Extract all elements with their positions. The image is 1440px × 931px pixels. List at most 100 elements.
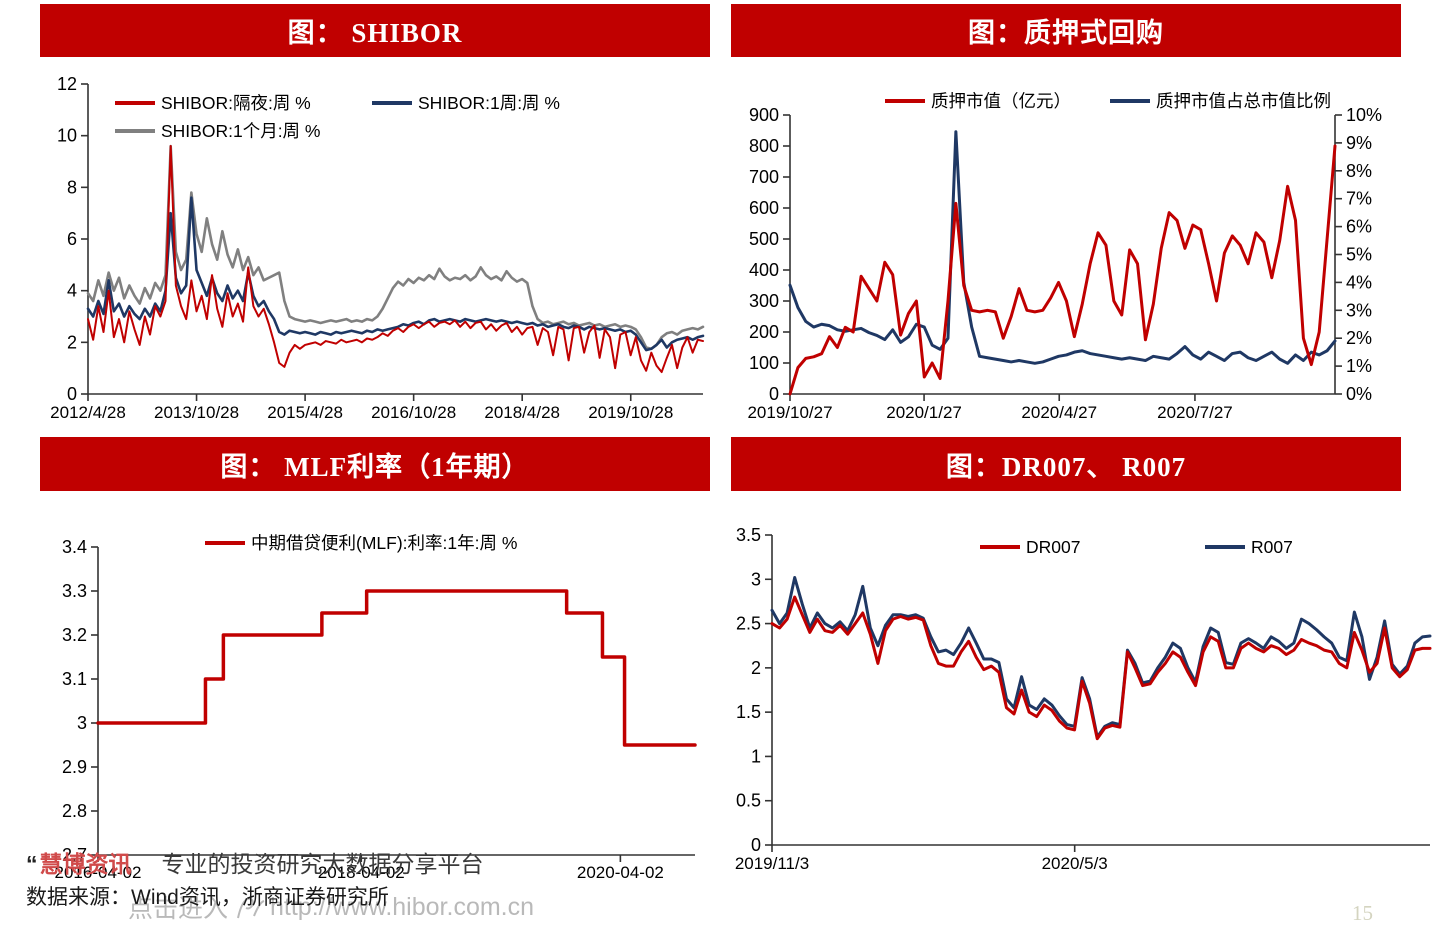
tick-label: 3.2 bbox=[62, 625, 87, 645]
brand-tagline: 专业的投资研究大数据分享平台 bbox=[161, 851, 484, 877]
tick-label: 2% bbox=[1346, 328, 1372, 348]
pledge-axes: 0 100 200 300 400 500 600 700 800 900 0% 1% 2% 3% 4% 5%… bbox=[747, 105, 1382, 422]
tick-label: 2019/11/3 bbox=[735, 854, 809, 873]
tick-label: 0 bbox=[769, 384, 779, 404]
dr007-axes: 0 0.5 1 1.5 2 2.5 3 3.5 2019/11/3 2020/5/3 bbox=[735, 525, 1430, 873]
tick-label: 1 bbox=[751, 746, 761, 766]
tick-label: 2.5 bbox=[736, 614, 761, 634]
tick-label: 900 bbox=[749, 105, 779, 125]
tick-label: 2018-04-02 bbox=[318, 863, 405, 882]
watermark-url: http://www.hibor.com.cn bbox=[270, 892, 535, 921]
shibor-series bbox=[86, 144, 705, 374]
tick-label: 2020/1/27 bbox=[886, 403, 962, 422]
pledge-legend: 质押市值（亿元） 质押市值占总市值比例 bbox=[885, 91, 1331, 111]
tick-label: 12 bbox=[57, 74, 77, 94]
series-line bbox=[770, 595, 1432, 741]
series-line bbox=[86, 196, 705, 352]
tick-label: SHIBOR:1个月:周 % bbox=[161, 121, 320, 141]
tick-label: 2020-04-02 bbox=[577, 863, 664, 882]
tick-label: 2 bbox=[67, 332, 77, 352]
tick-label: 4 bbox=[67, 281, 77, 301]
tick-label: 8% bbox=[1346, 161, 1372, 181]
tick-label: 质押市值占总市值比例 bbox=[1156, 91, 1331, 111]
tick-label: 3.4 bbox=[62, 537, 87, 557]
mlf-series bbox=[96, 589, 697, 747]
tick-label: 中期借贷便利(MLF):利率:1年:周 % bbox=[251, 533, 517, 553]
tick-label: 200 bbox=[749, 322, 779, 342]
tick-label: 10 bbox=[57, 126, 77, 146]
tick-label: 3.1 bbox=[62, 669, 87, 689]
pledge-series bbox=[788, 130, 1337, 396]
tick-label: 500 bbox=[749, 229, 779, 249]
series-line bbox=[770, 576, 1432, 739]
tick-label: 2.8 bbox=[62, 801, 87, 821]
dr007-series bbox=[770, 576, 1432, 741]
tick-label: 2015/4/28 bbox=[267, 403, 343, 422]
tick-label: 6% bbox=[1346, 217, 1372, 237]
tick-label: 2.9 bbox=[62, 757, 87, 777]
tick-label: 7% bbox=[1346, 189, 1372, 209]
tick-label: 3% bbox=[1346, 300, 1372, 320]
tick-label: 2013/10/28 bbox=[154, 403, 239, 422]
tick-label: 300 bbox=[749, 291, 779, 311]
tick-label: 800 bbox=[749, 136, 779, 156]
tick-label: 700 bbox=[749, 167, 779, 187]
dr007-legend: DR007 R007 bbox=[980, 537, 1293, 557]
tick-label: 1% bbox=[1346, 356, 1372, 376]
tick-label: 2020/7/27 bbox=[1157, 403, 1233, 422]
mlf-axes: 2.7 2.8 2.9 3 3.1 3.2 3.3 3.4 2016-04-02 2018-04-… bbox=[55, 537, 695, 882]
tick-label: 400 bbox=[749, 260, 779, 280]
tick-label: 2018/4/28 bbox=[484, 403, 560, 422]
pledge-repo-chart: 0 100 200 300 400 500 600 700 800 900 0% 1% 2% 3% 4% 5%… bbox=[731, 72, 1401, 437]
tick-label: 2019/10/28 bbox=[588, 403, 673, 422]
tick-label: 2016/10/28 bbox=[371, 403, 456, 422]
tick-label: 0% bbox=[1346, 384, 1372, 404]
series-line bbox=[96, 589, 697, 747]
site-watermark: 点击进入 http://www.hibor.com.cn bbox=[128, 889, 534, 925]
tick-label: 600 bbox=[749, 198, 779, 218]
shibor-plot-svg: 0 2 4 6 8 10 12 2012/4/28 2013/10/28 2015/4/28 201… bbox=[50, 74, 705, 422]
mlf-plot-svg: 2.7 2.8 2.9 3 3.1 3.2 3.3 3.4 2016-04-02 2018-04-… bbox=[55, 533, 697, 882]
shibor-axes: 0 2 4 6 8 10 12 2012/4/28 2013/10/28 2015/4/28 201… bbox=[50, 74, 703, 422]
dr007-r007-chart: 0 0.5 1 1.5 2 2.5 3 3.5 2019/11/3 2020/5/3 DR007 R0… bbox=[730, 495, 1438, 895]
tick-label: 质押市值（亿元） bbox=[931, 91, 1071, 111]
tick-label: 2020/4/27 bbox=[1021, 403, 1097, 422]
tick-label: 100 bbox=[749, 353, 779, 373]
brand-name: 慧博资讯 bbox=[39, 851, 132, 877]
pledge-plot-svg: 0 100 200 300 400 500 600 700 800 900 0% 1% 2% 3% 4% 5%… bbox=[747, 91, 1382, 422]
tick-label: 3.3 bbox=[62, 581, 87, 601]
chart-title-mlf: 图： MLF利率（1年期） bbox=[40, 437, 710, 491]
tick-label: 1.5 bbox=[736, 702, 761, 722]
series-line bbox=[87, 145, 704, 374]
tick-label: 2012/4/28 bbox=[50, 403, 126, 422]
series-line bbox=[86, 144, 705, 351]
chart-title-shibor: 图： SHIBOR bbox=[40, 4, 710, 57]
tick-label: 0.5 bbox=[736, 791, 761, 811]
dr007-plot-svg: 0 0.5 1 1.5 2 2.5 3 3.5 2019/11/3 2020/5/3 DR007 R0… bbox=[735, 525, 1432, 873]
page-number: 15 bbox=[1352, 901, 1373, 925]
series-line bbox=[788, 130, 1337, 365]
tick-label: SHIBOR:1周:周 % bbox=[418, 93, 560, 113]
watermark-prefix: 点击进入 bbox=[128, 895, 229, 923]
tick-label: 0 bbox=[67, 384, 77, 404]
chart-title-dr007-r007: 图：DR007、 R007 bbox=[731, 437, 1401, 491]
tick-label: DR007 bbox=[1026, 537, 1080, 557]
chart-title-pledge-repo: 图：质押式回购 bbox=[731, 4, 1401, 57]
watermark-swoosh-icon bbox=[237, 897, 265, 919]
tick-label: 6 bbox=[67, 229, 77, 249]
shibor-chart: 0 2 4 6 8 10 12 2012/4/28 2013/10/28 2015/4/28 201… bbox=[40, 72, 710, 440]
tick-label: 2.7 bbox=[62, 845, 87, 865]
tick-label: R007 bbox=[1251, 537, 1293, 557]
shibor-legend: SHIBOR:隔夜:周 % SHIBOR:1周:周 % SHIBOR:1个月:周 % bbox=[115, 93, 560, 141]
brand-watermark-line: “慧博资讯 专业的投资研究大数据分享平台 bbox=[26, 845, 484, 879]
tick-label: 2016-04-02 bbox=[55, 863, 142, 882]
tick-label: 3 bbox=[751, 569, 761, 589]
tick-label: 2019/10/27 bbox=[747, 403, 832, 422]
mlf-legend: 中期借贷便利(MLF):利率:1年:周 % bbox=[205, 533, 517, 553]
data-source-note: 数据来源：Wind资讯，浙商证券研究所 bbox=[26, 886, 389, 909]
tick-label: 2020/5/3 bbox=[1042, 854, 1108, 873]
tick-label: 5% bbox=[1346, 245, 1372, 265]
tick-label: 8 bbox=[67, 177, 77, 197]
tick-label: 9% bbox=[1346, 133, 1372, 153]
